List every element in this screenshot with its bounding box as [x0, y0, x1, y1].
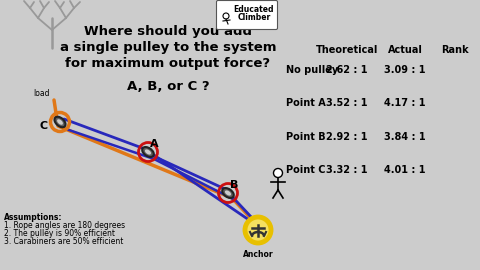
- Text: No pulley: No pulley: [286, 65, 338, 75]
- Ellipse shape: [54, 117, 66, 127]
- Ellipse shape: [222, 188, 234, 198]
- Text: Actual: Actual: [387, 45, 422, 55]
- Text: 2.92 : 1: 2.92 : 1: [326, 132, 368, 142]
- Ellipse shape: [57, 119, 63, 125]
- Circle shape: [223, 13, 229, 19]
- Text: 3.84 : 1: 3.84 : 1: [384, 132, 426, 142]
- Text: load: load: [34, 89, 50, 98]
- Text: A, B, or C ?: A, B, or C ?: [127, 80, 209, 93]
- Text: Rank: Rank: [441, 45, 469, 55]
- Text: B: B: [230, 180, 239, 190]
- Text: a single pulley to the system: a single pulley to the system: [60, 41, 276, 54]
- Text: 2.62 : 1: 2.62 : 1: [326, 65, 368, 75]
- Text: for maximum output force?: for maximum output force?: [65, 57, 271, 70]
- Text: Point A: Point A: [286, 98, 326, 108]
- Ellipse shape: [142, 147, 154, 157]
- Text: 2. The pulley is 90% efficient: 2. The pulley is 90% efficient: [4, 229, 115, 238]
- Text: Point C: Point C: [286, 165, 325, 175]
- Text: Point B: Point B: [286, 132, 325, 142]
- FancyBboxPatch shape: [216, 1, 277, 29]
- Text: 3. Carabiners are 50% efficient: 3. Carabiners are 50% efficient: [4, 237, 123, 246]
- Text: 4.01 : 1: 4.01 : 1: [384, 165, 426, 175]
- Text: 4.17 : 1: 4.17 : 1: [384, 98, 426, 108]
- Text: 3.09 : 1: 3.09 : 1: [384, 65, 426, 75]
- Text: 3.32 : 1: 3.32 : 1: [326, 165, 368, 175]
- Text: 3.52 : 1: 3.52 : 1: [326, 98, 368, 108]
- Text: Assumptions:: Assumptions:: [4, 213, 62, 222]
- Text: Anchor: Anchor: [243, 250, 273, 259]
- Circle shape: [245, 217, 271, 243]
- Ellipse shape: [225, 190, 231, 195]
- Text: Educated: Educated: [234, 5, 274, 15]
- Text: Theoretical: Theoretical: [316, 45, 378, 55]
- Text: A: A: [150, 139, 158, 149]
- Ellipse shape: [145, 149, 151, 155]
- Text: Climber: Climber: [237, 14, 271, 22]
- Text: C: C: [40, 121, 48, 131]
- Text: 1. Rope angles are 180 degrees: 1. Rope angles are 180 degrees: [4, 221, 125, 230]
- Circle shape: [274, 168, 283, 177]
- Text: Where should you add: Where should you add: [84, 25, 252, 38]
